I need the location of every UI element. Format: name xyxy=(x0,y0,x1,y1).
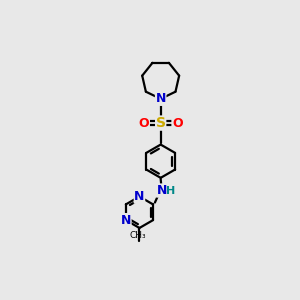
Text: N: N xyxy=(134,190,145,203)
Text: N: N xyxy=(155,92,166,105)
Text: S: S xyxy=(156,116,166,130)
Text: N: N xyxy=(157,184,167,197)
Text: N: N xyxy=(121,214,131,226)
Text: O: O xyxy=(139,117,149,130)
Text: CH₃: CH₃ xyxy=(130,230,147,239)
Text: H: H xyxy=(166,186,175,196)
Text: O: O xyxy=(172,117,183,130)
